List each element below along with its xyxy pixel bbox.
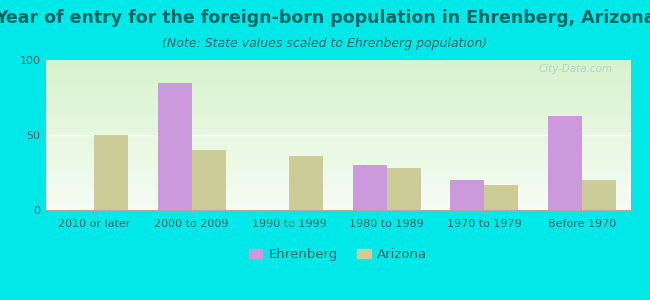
Bar (157, 82, 192, 210)
Text: Year of entry for the foreign-born population in Ehrenberg, Arizona: Year of entry for the foreign-born popul… (0, 9, 650, 27)
Text: (Note: State values scaled to Ehrenberg population): (Note: State values scaled to Ehrenberg … (162, 38, 488, 50)
Legend: Ehrenberg, Arizona: Ehrenberg, Arizona (243, 243, 433, 266)
Bar (192, 150, 226, 210)
Bar (450, 180, 484, 210)
Bar (547, 116, 582, 210)
Bar (289, 156, 324, 210)
Bar (582, 180, 616, 210)
Bar (387, 168, 421, 210)
Bar (353, 165, 387, 210)
Text: City-Data.com: City-Data.com (539, 64, 613, 74)
Bar (94, 135, 129, 210)
Bar (484, 184, 519, 210)
